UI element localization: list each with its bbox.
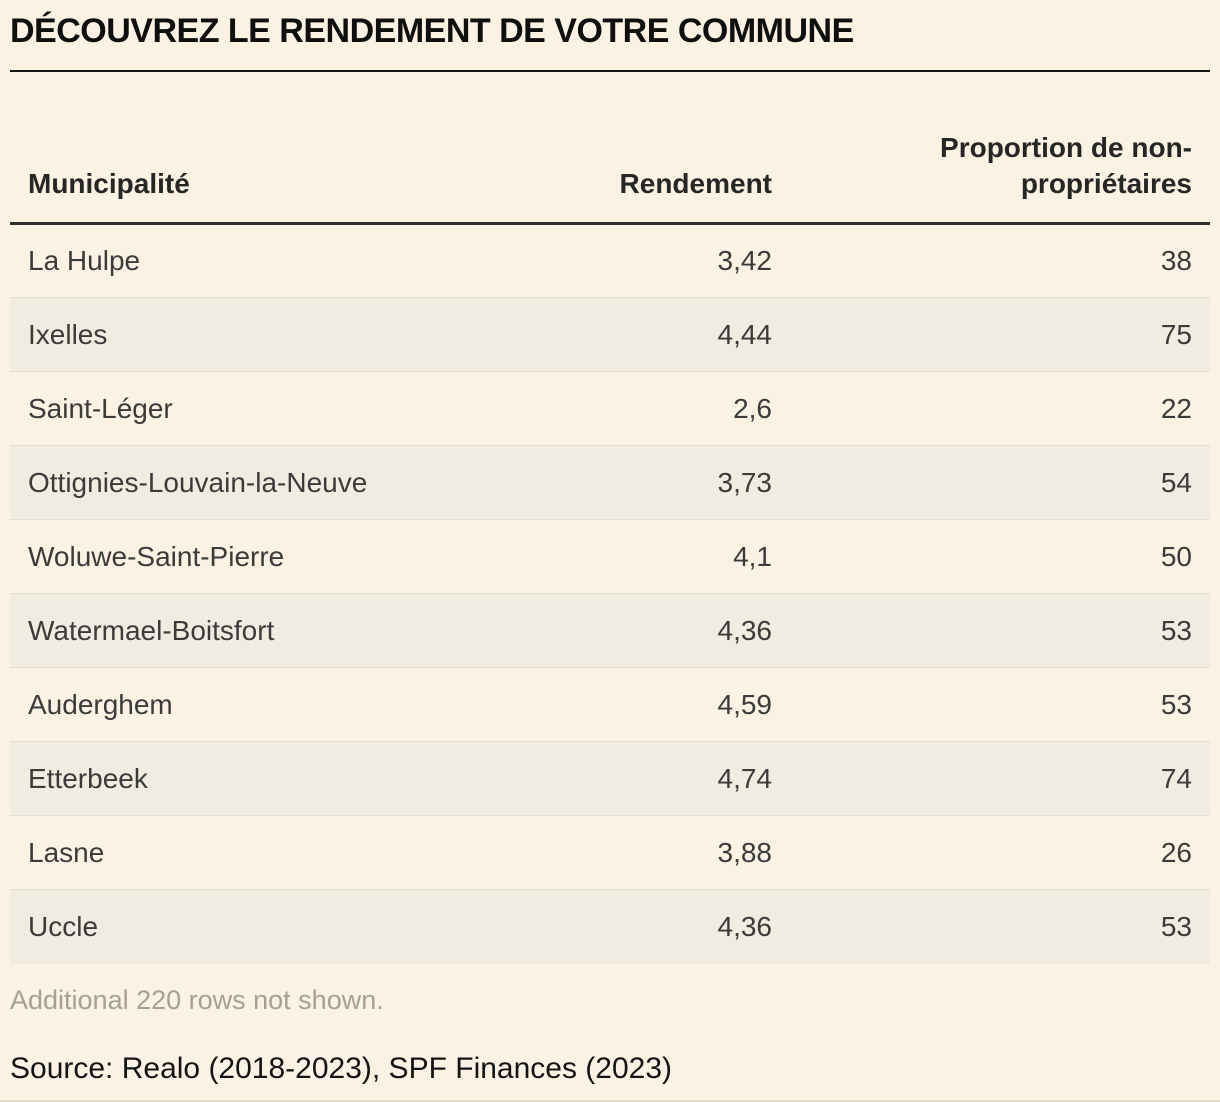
- rendement-cell: 3,73: [717, 466, 773, 498]
- proportion-cell: 53: [1160, 688, 1192, 720]
- column-header-rendement: Rendement: [530, 72, 772, 225]
- table-row: Ottignies-Louvain-la-Neuve 3,73 54: [10, 445, 1210, 520]
- proportion-cell: 53: [1160, 614, 1192, 646]
- table-row: Woluwe-Saint-Pierre 4,1 50: [10, 519, 1210, 594]
- municipality-cell: Uccle: [28, 910, 99, 942]
- rendement-cell: 4,1: [733, 540, 772, 572]
- column-header-municipalite: Municipalité: [10, 72, 530, 225]
- municipality-cell: La Hulpe: [28, 245, 141, 276]
- page-title: DÉCOUVREZ LE RENDEMENT DE VOTRE COMMUNE: [10, 12, 854, 50]
- title-divider: [10, 70, 1210, 72]
- table-row: La Hulpe 3,42 38: [10, 224, 1210, 298]
- proportion-cell: 26: [1160, 836, 1192, 868]
- municipality-cell: Watermael-Boitsfort: [28, 614, 275, 646]
- municipality-cell: Ottignies-Louvain-la-Neuve: [28, 466, 368, 498]
- column-header-proportion-non-proprietaires: Proportion de non- propriétaires: [772, 72, 1210, 225]
- rendement-cell: 2,6: [733, 392, 772, 424]
- municipality-cell: Ixelles: [28, 318, 108, 350]
- table-row: Saint-Léger 2,6 22: [10, 371, 1210, 446]
- municipality-cell: Saint-Léger: [28, 392, 173, 424]
- commune-rendement-table: Municipalité Rendement Proportion de non…: [10, 72, 1210, 964]
- proportion-cell: 38: [1160, 245, 1192, 276]
- rendement-cell: 4,74: [717, 762, 773, 794]
- rendement-cell: 4,36: [717, 614, 773, 646]
- proportion-cell: 74: [1160, 762, 1192, 794]
- municipality-cell: Etterbeek: [28, 762, 148, 794]
- table-row: Watermael-Boitsfort 4,36 53: [10, 593, 1210, 668]
- table-row: Uccle 4,36 53: [10, 889, 1210, 964]
- proportion-cell: 50: [1160, 540, 1192, 572]
- table-header-row: Municipalité Rendement Proportion de non…: [10, 72, 1210, 225]
- rendement-cell: 3,42: [717, 245, 773, 276]
- table-row: Etterbeek 4,74 74: [10, 741, 1210, 816]
- proportion-cell: 53: [1160, 910, 1192, 942]
- rendement-cell: 4,36: [717, 910, 773, 942]
- rendement-cell: 3,88: [717, 836, 773, 868]
- table-row: Ixelles 4,44 75: [10, 297, 1210, 372]
- municipality-cell: Woluwe-Saint-Pierre: [28, 540, 285, 572]
- rendement-cell: 4,44: [717, 318, 773, 350]
- rows-not-shown-note: Additional 220 rows not shown.: [10, 984, 384, 1015]
- table-body: La Hulpe 3,42 38 Ixelles 4,44 75 Saint-Léger 2,…: [10, 224, 1210, 964]
- municipality-cell: Auderghem: [28, 688, 173, 720]
- source-attribution: Source: Realo (2018-2023), SPF Finances …: [10, 1051, 673, 1085]
- table-row: Lasne 3,88 26: [10, 815, 1210, 890]
- table-row: Auderghem 4,59 53: [10, 667, 1210, 742]
- proportion-cell: 54: [1160, 466, 1192, 498]
- rendement-cell: 4,59: [717, 688, 773, 720]
- proportion-cell: 75: [1160, 318, 1192, 350]
- table-header: Municipalité Rendement Proportion de non…: [10, 72, 1210, 225]
- municipality-cell: Lasne: [28, 836, 105, 868]
- proportion-cell: 22: [1160, 392, 1192, 424]
